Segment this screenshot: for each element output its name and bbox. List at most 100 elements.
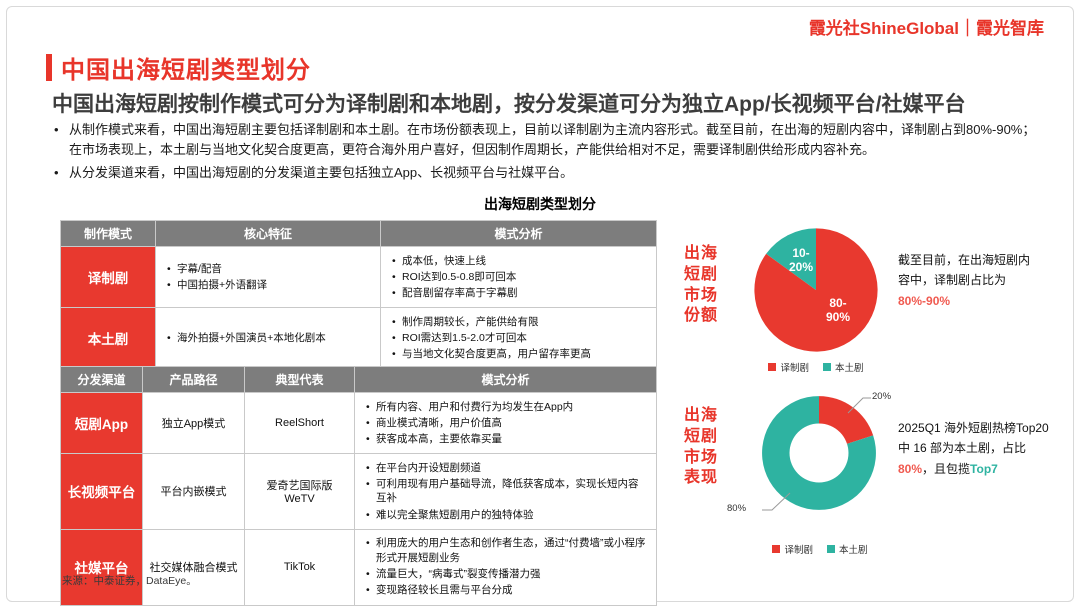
note-text: ，且包揽 <box>922 461 971 476</box>
table-row: 译制剧 字幕/配音 中国拍摄+外语翻译 成本低，快速上线 ROI达到0.5-0.… <box>60 245 657 309</box>
donut-label-80: 80% <box>727 503 747 514</box>
pie-slice-label-local: 10- 20% <box>788 246 814 274</box>
legend-item: 译制剧 <box>768 360 809 374</box>
analysis-item: 获客成本高，主要依靠买量 <box>365 432 648 447</box>
note-highlight-top7: Top7 <box>970 461 998 476</box>
bullet-item: 从分发渠道来看，中国出海短剧的分发渠道主要包括独立App、长视频平台与社媒平台。 <box>52 163 1047 183</box>
table1-header-mode: 制作模式 <box>60 220 156 247</box>
market-performance-note: 2025Q1 海外短剧热榜Top20 中 16 部为本土剧，占比 80%，且包揽… <box>898 418 1052 479</box>
analysis-item: ROI达到0.5-0.8即可回本 <box>391 270 648 285</box>
features-cell: 字幕/配音 中国拍摄+外语翻译 <box>155 245 381 309</box>
features-cell: 海外拍摄+外国演员+本地化剧本 <box>155 307 381 370</box>
table-row: 社媒平台 社交媒体融合模式 TikTok 利用庞大的用户生态和创作者生态，通过“… <box>60 528 657 606</box>
row-label: 社媒平台 <box>60 528 143 606</box>
table2-header-channel: 分发渠道 <box>60 366 143 393</box>
legend-swatch-red <box>772 545 781 553</box>
path-cell: 独立App模式 <box>142 391 245 455</box>
pie-legend: 译制剧 本土剧 <box>750 360 882 374</box>
analysis-item: 流量巨大，“病毒式”裂变传播潜力强 <box>365 567 648 582</box>
analysis-item: ROI需达到1.5-2.0才可回本 <box>391 331 648 346</box>
feature-item: 中国拍摄+外语翻译 <box>166 278 372 293</box>
source-note: 来源：中泰证券，DataEye。 <box>62 575 197 587</box>
analysis-cell: 成本低，快速上线 ROI达到0.5-0.8即可回本 配音剧留存率高于字幕剧 <box>380 245 657 309</box>
analysis-list: 制作周期较长，产能供给有限 ROI需达到1.5-2.0才可回本 与当地文化契合度… <box>391 315 648 362</box>
feature-list: 海外拍摄+外国演员+本地化剧本 <box>166 331 372 346</box>
distribution-channel-table: 分发渠道 产品路径 典型代表 模式分析 短剧App 独立App模式 ReelSh… <box>60 366 657 606</box>
analysis-item: 成本低，快速上线 <box>391 254 648 269</box>
analysis-cell: 在平台内开设短剧频道 可利用现有用户基础导流，降低获客成本，实现长短内容互补 难… <box>354 453 657 530</box>
table-header-row: 分发渠道 产品路径 典型代表 模式分析 <box>60 366 657 393</box>
analysis-item: 商业模式清晰，用户价值高 <box>365 416 648 431</box>
row-label: 本土剧 <box>60 307 156 370</box>
market-performance-donut-chart <box>762 396 876 510</box>
row-label: 译制剧 <box>60 245 156 309</box>
legend-swatch-teal <box>827 545 835 553</box>
legend-label: 本土剧 <box>835 363 864 374</box>
legend-label: 译制剧 <box>784 545 813 556</box>
production-mode-table: 制作模式 核心特征 模式分析 译制剧 字幕/配音 中国拍摄+外语翻译 成本低，快… <box>60 220 657 370</box>
legend-item: 本土剧 <box>827 542 868 556</box>
analysis-item: 难以完全聚焦短剧用户的独特体验 <box>365 508 648 523</box>
table1-header-features: 核心特征 <box>155 220 381 247</box>
legend-swatch-red <box>768 363 777 371</box>
analysis-item: 所有内容、用户和付费行为均发生在App内 <box>365 400 648 415</box>
table2-header-analysis: 模式分析 <box>354 366 657 393</box>
analysis-list: 成本低，快速上线 ROI达到0.5-0.8即可回本 配音剧留存率高于字幕剧 <box>391 254 648 301</box>
analysis-item: 变现路径较长且需与平台分成 <box>365 583 648 598</box>
table1-header-analysis: 模式分析 <box>380 220 657 247</box>
path-cell: 社交媒体融合模式 <box>142 528 245 606</box>
analysis-item: 制作周期较长，产能供给有限 <box>391 315 648 330</box>
analysis-item: 配音剧留存率高于字幕剧 <box>391 286 648 301</box>
example-cell: TikTok <box>244 528 355 606</box>
market-share-pie-chart <box>754 228 878 352</box>
analysis-cell: 制作周期较长，产能供给有限 ROI需达到1.5-2.0才可回本 与当地文化契合度… <box>380 307 657 370</box>
brand-logo: 霞光社ShineGlobal｜霞光智库 <box>808 19 1044 38</box>
legend-label: 译制剧 <box>780 363 809 374</box>
path-cell: 平台内嵌模式 <box>142 453 245 530</box>
analysis-cell: 利用庞大的用户生态和创作者生态，通过“付费墙”或小程序形式开展短剧业务 流量巨大… <box>354 528 657 606</box>
example-cell: ReelShort <box>244 391 355 455</box>
section-title: 出海短剧类型划分 <box>484 196 596 212</box>
analysis-item: 与当地文化契合度更高，用户留存率更高 <box>391 347 648 362</box>
analysis-list: 在平台内开设短剧频道 可利用现有用户基础导流，降低获客成本，实现长短内容互补 难… <box>365 461 648 523</box>
example-cell: 爱奇艺国际版 WeTV <box>244 453 355 530</box>
analysis-item: 利用庞大的用户生态和创作者生态，通过“付费墙”或小程序形式开展短剧业务 <box>365 536 648 565</box>
legend-item: 本土剧 <box>823 360 864 374</box>
analysis-list: 所有内容、用户和付费行为均发生在App内 商业模式清晰，用户价值高 获客成本高，… <box>365 400 648 447</box>
pie-slice-label-translated: 80- 90% <box>825 296 851 324</box>
feature-item: 字幕/配音 <box>166 262 372 277</box>
title-row: 中国出海短剧类型划分 <box>46 50 311 85</box>
page-subtitle: 中国出海短剧按制作模式可分为译制剧和本地剧，按分发渠道可分为独立App/长视频平… <box>52 93 966 116</box>
bullet-item: 从制作模式来看，中国出海短剧主要包括译制剧和本土剧。在市场份额表现上，目前以译制… <box>52 120 1047 160</box>
analysis-list: 利用庞大的用户生态和创作者生态，通过“付费墙”或小程序形式开展短剧业务 流量巨大… <box>365 536 648 598</box>
row-label: 短剧App <box>60 391 143 455</box>
note-text: 2025Q1 海外短剧热榜Top20 中 16 部为本土剧，占比 <box>898 421 1049 456</box>
summary-bullets: 从制作模式来看，中国出海短剧主要包括译制剧和本土剧。在市场份额表现上，目前以译制… <box>52 120 1047 186</box>
title-accent-bar <box>46 54 52 81</box>
table2-header-path: 产品路径 <box>142 366 245 393</box>
donut-legend: 译制剧 本土剧 <box>752 542 888 556</box>
legend-swatch-teal <box>823 363 831 371</box>
note-highlight-80: 80% <box>898 461 923 476</box>
legend-label: 本土剧 <box>839 545 868 556</box>
analysis-cell: 所有内容、用户和付费行为均发生在App内 商业模式清晰，用户价值高 获客成本高，… <box>354 391 657 455</box>
market-share-side-label: 出海 短剧 市场 份额 <box>684 245 719 325</box>
market-share-note: 截至目前，在出海短剧内容中，译制剧占比为 80%-90% <box>898 250 1038 311</box>
feature-list: 字幕/配音 中国拍摄+外语翻译 <box>166 262 372 293</box>
table-row: 短剧App 独立App模式 ReelShort 所有内容、用户和付费行为均发生在… <box>60 391 657 455</box>
table-row: 长视频平台 平台内嵌模式 爱奇艺国际版 WeTV 在平台内开设短剧频道 可利用现… <box>60 453 657 530</box>
table-header-row: 制作模式 核心特征 模式分析 <box>60 220 657 247</box>
table2-header-example: 典型代表 <box>244 366 355 393</box>
market-performance-side-label: 出海 短剧 市场 表现 <box>684 407 719 487</box>
note-highlight: 80%-90% <box>898 293 951 308</box>
legend-item: 译制剧 <box>772 542 813 556</box>
row-label: 长视频平台 <box>60 453 143 530</box>
analysis-item: 可利用现有用户基础导流，降低获客成本，实现长短内容互补 <box>365 477 648 506</box>
note-text: 截至目前，在出海短剧内容中，译制剧占比为 <box>898 253 1031 288</box>
donut-label-20: 20% <box>872 391 892 402</box>
table-row: 本土剧 海外拍摄+外国演员+本地化剧本 制作周期较长，产能供给有限 ROI需达到… <box>60 307 657 370</box>
feature-item: 海外拍摄+外国演员+本地化剧本 <box>166 331 372 346</box>
analysis-item: 在平台内开设短剧频道 <box>365 461 648 476</box>
page-title: 中国出海短剧类型划分 <box>61 57 311 84</box>
